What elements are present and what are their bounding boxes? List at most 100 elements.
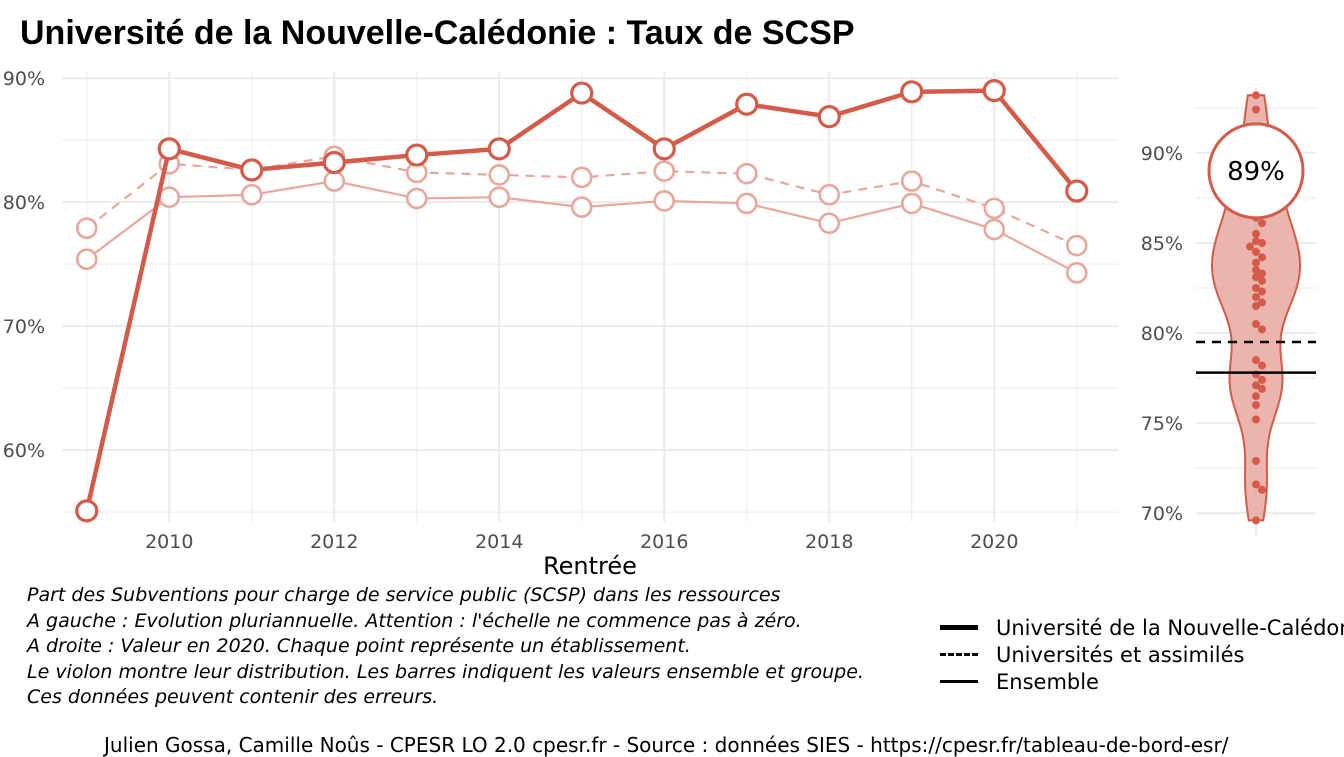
data-point bbox=[900, 80, 924, 104]
data-point bbox=[158, 186, 181, 209]
violin-data-point bbox=[1258, 276, 1266, 285]
caption-line: A droite : Valeur en 2020. Chaque point … bbox=[27, 635, 691, 658]
violin-data-point bbox=[1258, 375, 1266, 384]
violin-data-point bbox=[1258, 238, 1266, 247]
data-point bbox=[818, 212, 841, 235]
chart-title: Université de la Nouvelle-Calédonie : Ta… bbox=[20, 14, 855, 52]
y-tick-label: 60% bbox=[3, 440, 45, 462]
violin-data-point bbox=[1252, 265, 1260, 274]
violin-data-point bbox=[1252, 247, 1260, 256]
caption-line: Part des Subventions pour charge de serv… bbox=[27, 584, 781, 606]
y-tick-label: 90% bbox=[1141, 143, 1183, 165]
violin-data-point bbox=[1252, 480, 1260, 489]
violin-data-point bbox=[1252, 381, 1260, 390]
violin-data-point bbox=[1258, 269, 1266, 278]
violin-data-point bbox=[1252, 320, 1260, 329]
legend-key-solid-line bbox=[940, 680, 978, 683]
violin-data-point bbox=[1252, 456, 1260, 465]
data-point bbox=[488, 164, 511, 186]
y-tick-label: 70% bbox=[1141, 503, 1183, 525]
data-point bbox=[900, 170, 923, 192]
violin-data-point bbox=[1252, 283, 1260, 292]
data-point bbox=[323, 170, 346, 192]
x-tick-label: 2012 bbox=[310, 531, 358, 553]
violin-data-point bbox=[1252, 105, 1260, 114]
data-point bbox=[652, 137, 676, 161]
violin-data-point bbox=[1258, 325, 1266, 334]
legend: Université de la Nouvelle-Calédonie Univ… bbox=[940, 614, 1344, 695]
highlight-value-label: 89% bbox=[1227, 157, 1285, 187]
data-point bbox=[322, 150, 346, 175]
x-axis-title: Rentrée bbox=[543, 552, 637, 580]
y-tick-label: 90% bbox=[3, 68, 45, 90]
data-point bbox=[570, 166, 593, 189]
data-point bbox=[405, 143, 429, 167]
data-point bbox=[75, 499, 99, 523]
data-point bbox=[240, 183, 263, 206]
y-tick-label: 80% bbox=[3, 192, 45, 214]
violin-data-point bbox=[1252, 91, 1260, 100]
legend-label: Université de la Nouvelle-Calédonie bbox=[996, 615, 1344, 640]
data-point bbox=[570, 196, 593, 218]
data-point bbox=[157, 137, 181, 161]
legend-key-thick-line bbox=[940, 625, 978, 630]
violin-data-point bbox=[1258, 384, 1266, 393]
violin-data-point bbox=[1252, 415, 1260, 424]
violin-data-point bbox=[1258, 253, 1266, 262]
violin-data-point bbox=[1252, 229, 1260, 238]
violin-data-point bbox=[1258, 361, 1266, 370]
violin-data-point bbox=[1252, 516, 1260, 525]
data-point bbox=[653, 190, 676, 212]
data-point bbox=[983, 197, 1006, 220]
data-point bbox=[817, 105, 841, 129]
legend-item: Ensemble bbox=[940, 668, 1344, 695]
violin-data-point bbox=[1252, 392, 1260, 401]
data-point bbox=[982, 78, 1006, 103]
violin-data-point bbox=[1252, 302, 1260, 310]
violin-data-point bbox=[1246, 242, 1254, 251]
data-point bbox=[983, 218, 1006, 241]
violin-data-point bbox=[1258, 287, 1266, 296]
data-point bbox=[735, 162, 758, 185]
legend-item: Universités et assimilés bbox=[940, 641, 1344, 668]
data-point bbox=[735, 92, 759, 116]
caption-line: Le violon montre leur distribution. Les … bbox=[27, 660, 864, 683]
line-chart-panel: 2010 2012 2014 2016 2018 2020 60% 70% 80% 90% Rent… bbox=[3, 68, 1118, 580]
data-point bbox=[75, 248, 98, 270]
footer-credits: Julien Gossa, Camille Noûs - CPESR LO 2.… bbox=[104, 733, 1229, 757]
y-tick-label: 70% bbox=[3, 316, 45, 338]
x-tick-label: 2016 bbox=[640, 531, 688, 553]
data-point bbox=[405, 187, 428, 210]
x-tick-label: 2020 bbox=[970, 531, 1018, 553]
data-point bbox=[487, 137, 511, 161]
chart-caption: Part des Subventions pour charge de serv… bbox=[27, 583, 864, 711]
violin-data-point bbox=[1252, 237, 1260, 246]
data-point bbox=[818, 183, 841, 206]
violin-data-point bbox=[1252, 401, 1260, 410]
data-point bbox=[240, 158, 264, 182]
data-point bbox=[1065, 179, 1089, 203]
y-tick-label: 85% bbox=[1141, 233, 1183, 255]
data-point bbox=[653, 160, 676, 182]
violin-data-point bbox=[1258, 298, 1266, 307]
legend-label: Ensemble bbox=[996, 669, 1099, 694]
x-tick-label: 2010 bbox=[145, 531, 193, 553]
legend-key-dashed-line bbox=[940, 653, 978, 656]
data-point bbox=[735, 192, 758, 215]
caption-line: Ces données peuvent contenir des erreurs… bbox=[27, 686, 439, 709]
y-tick-label: 80% bbox=[1141, 323, 1183, 345]
violin-data-point bbox=[1252, 292, 1260, 301]
x-tick-label: 2018 bbox=[805, 531, 853, 553]
violin-data-point bbox=[1252, 273, 1260, 282]
legend-label: Universités et assimilés bbox=[996, 642, 1245, 667]
violin-data-point bbox=[1252, 258, 1260, 267]
violin-data-point bbox=[1252, 356, 1260, 365]
x-tick-label: 2014 bbox=[475, 531, 523, 553]
y-tick-label: 75% bbox=[1141, 413, 1183, 435]
data-point bbox=[488, 186, 511, 209]
legend-item: Université de la Nouvelle-Calédonie bbox=[940, 614, 1344, 641]
violin-data-point bbox=[1258, 485, 1266, 494]
caption-line: A gauche : Evolution pluriannuelle. Atte… bbox=[27, 609, 802, 632]
data-point bbox=[570, 81, 594, 105]
